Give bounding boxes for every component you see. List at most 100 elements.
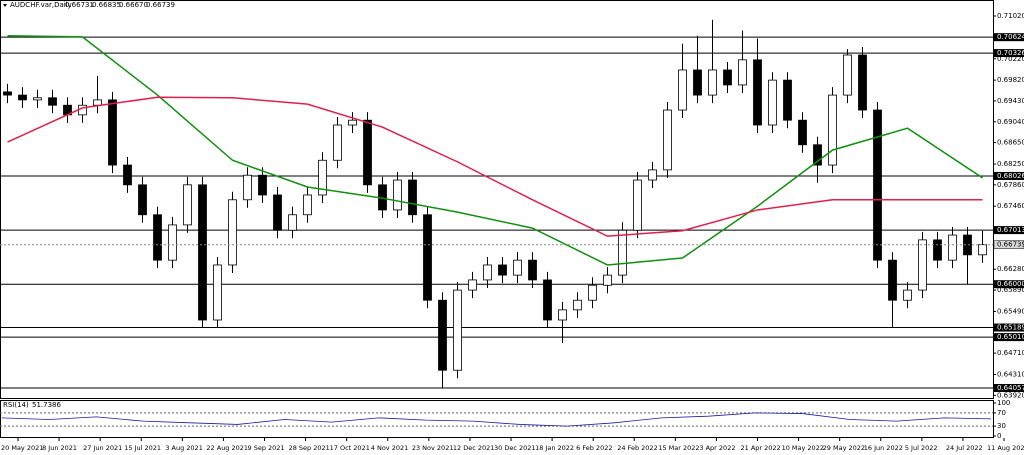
y-tick-label: 0.71020 (997, 12, 1024, 20)
level-label-box (994, 280, 1024, 289)
candle-body (153, 214, 162, 261)
y-tick-label: 0.65490 (997, 307, 1024, 315)
x-tick-label: 20 May 2021 (1, 444, 43, 452)
rsi-tick-label: 30 (997, 422, 1006, 430)
candle-body (888, 259, 897, 301)
quote-high: 0.66835 (92, 1, 121, 9)
candle-body (528, 259, 537, 281)
candle-body (33, 97, 42, 101)
candle-body (798, 119, 807, 146)
candle-body (258, 174, 267, 196)
candle-body (213, 264, 222, 321)
y-tick-label: 0.69040 (997, 118, 1024, 126)
rsi-title: RSI(14) (3, 401, 29, 409)
candle-body (543, 279, 552, 321)
candle-body (453, 289, 462, 371)
candle-body (168, 224, 177, 261)
candle-body (618, 229, 627, 276)
x-tick-label: 24 Jul 2022 (946, 444, 983, 452)
candle-body (813, 144, 822, 166)
level-label: 0.68026 (997, 172, 1024, 180)
x-tick-label: 17 Oct 2021 (330, 444, 370, 452)
rsi-pane-frame (0, 400, 994, 438)
candle-body (363, 119, 372, 186)
candle-body (408, 179, 417, 216)
x-tick-label: 24 Feb 2022 (617, 444, 657, 452)
candle-body (303, 194, 312, 216)
x-tick-label: 21 Apr 2022 (741, 444, 781, 452)
candle-body (138, 184, 147, 216)
x-tick-label: 29 May 2022 (823, 444, 865, 452)
candle-body (288, 214, 297, 231)
candle-body (243, 174, 252, 201)
candle-body (738, 59, 747, 86)
candle-body (438, 299, 447, 371)
level-label-box (994, 33, 1024, 42)
quote-open: 0.66731 (65, 1, 94, 9)
rsi-value: 51.7386 (32, 401, 61, 409)
rsi-line (1, 412, 992, 427)
candle-body (588, 284, 597, 301)
menu-arrow (3, 4, 7, 7)
y-tick-label: 0.65890 (997, 286, 1024, 294)
y-tick-label: 0.64710 (997, 349, 1024, 357)
y-tick-label: 0.67860 (997, 181, 1024, 189)
candle-body (633, 179, 642, 231)
candle-body (108, 99, 117, 166)
y-tick-label: 0.70220 (997, 55, 1024, 63)
level-label: 0.66000 (997, 280, 1024, 288)
x-tick-label: 9 Sep 2021 (248, 444, 285, 452)
x-tick-label: 3 Apr 2022 (699, 444, 735, 452)
symbol-title: AUDCHF.var,Daily (10, 1, 72, 9)
candle-body (918, 239, 927, 291)
candle-body (903, 289, 912, 301)
level-label-box (994, 384, 1024, 393)
level-label: 0.65010 (997, 333, 1024, 341)
candle-body (858, 54, 867, 111)
candle-body (783, 79, 792, 121)
x-tick-label: 18 Jan 2022 (535, 444, 574, 452)
candle-body (963, 234, 972, 256)
candle-body (333, 124, 342, 161)
rsi-tick-label: 0 (997, 432, 1001, 440)
candle-body (603, 274, 612, 286)
y-tick-label: 0.67460 (997, 202, 1024, 210)
quote-low: 0.66670 (119, 1, 148, 9)
level-label: 0.70624 (997, 33, 1024, 41)
x-tick-label: 6 Feb 2022 (576, 444, 612, 452)
rsi-tick-label: 100 (997, 399, 1010, 407)
x-tick-label: 30 Dec 2021 (494, 444, 536, 452)
candle-body (663, 109, 672, 171)
candle-body (348, 119, 357, 126)
moving-average (7, 96, 983, 237)
x-tick-label: 11 Aug 2022 (987, 444, 1024, 452)
candle-body (708, 69, 717, 96)
level-label-box (994, 333, 1024, 342)
x-tick-label: 22 Aug 2021 (206, 444, 248, 452)
x-tick-label: 4 Nov 2021 (371, 444, 409, 452)
candle-body (483, 264, 492, 281)
candle-body (693, 69, 702, 96)
x-tick-label: 16 Jun 2022 (864, 444, 903, 452)
x-tick-label: 15 Mar 2022 (658, 444, 699, 452)
level-label-box (994, 171, 1024, 180)
candle-body (933, 239, 942, 261)
candle-body (648, 169, 657, 181)
candle-body (768, 79, 777, 126)
level-label: 0.65189 (997, 324, 1024, 332)
y-tick-label: 0.69820 (997, 76, 1024, 84)
quote-close: 0.66739 (146, 1, 175, 9)
x-tick-label: 3 Aug 2021 (165, 444, 203, 452)
candle-body (93, 99, 102, 106)
level-label: 0.67013 (997, 226, 1024, 234)
candle-body (498, 264, 507, 276)
y-tick-label: 0.66280 (997, 265, 1024, 273)
main-pane-frame (0, 0, 994, 399)
level-label: 0.64057 (997, 384, 1024, 392)
candle-body (753, 59, 762, 126)
current-price-label: 0.66739 (997, 241, 1024, 249)
candle-body (843, 54, 852, 96)
x-tick-label: 23 Nov 2021 (412, 444, 454, 452)
candle-body (228, 199, 237, 266)
